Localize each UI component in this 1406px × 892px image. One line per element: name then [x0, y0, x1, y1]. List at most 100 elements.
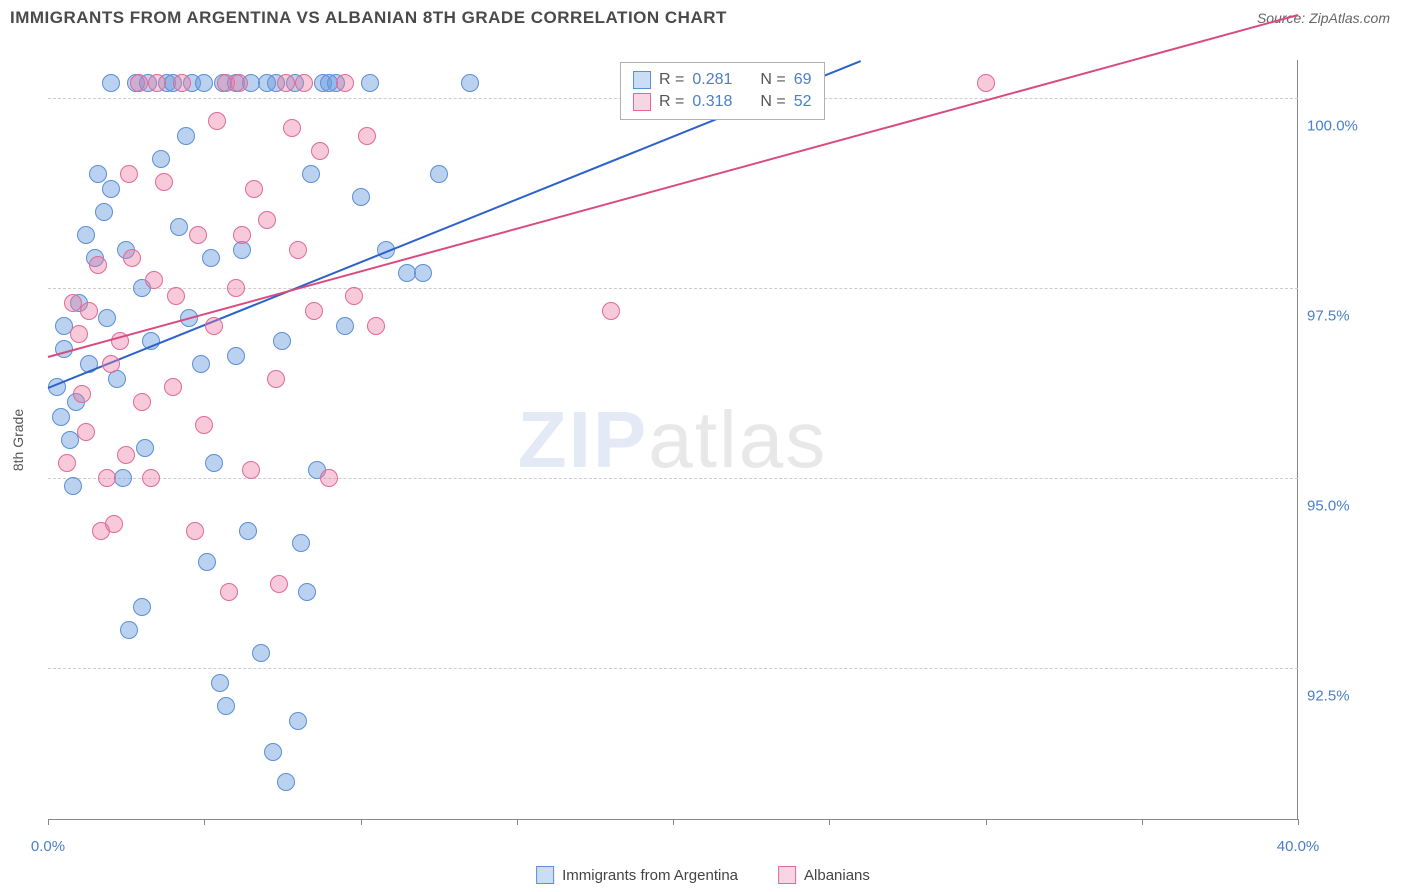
scatter-point-albanians [164, 378, 182, 396]
x-tick [361, 819, 362, 825]
scatter-point-albanians [242, 461, 260, 479]
scatter-point-argentina [298, 583, 316, 601]
watermark-zip: ZIP [518, 395, 648, 484]
scatter-point-albanians [105, 515, 123, 533]
stats-row-argentina: R = 0.281 N = 69 [633, 69, 812, 91]
scatter-point-albanians [977, 74, 995, 92]
scatter-point-albanians [208, 112, 226, 130]
scatter-point-albanians [80, 302, 98, 320]
y-tick-label: 92.5% [1307, 688, 1387, 705]
scatter-point-albanians [58, 454, 76, 472]
scatter-point-albanians [123, 249, 141, 267]
scatter-point-argentina [461, 74, 479, 92]
scatter-point-albanians [77, 423, 95, 441]
scatter-point-argentina [302, 165, 320, 183]
scatter-point-argentina [217, 697, 235, 715]
x-tick-label: 0.0% [31, 838, 65, 855]
scatter-point-albanians [295, 74, 313, 92]
stats-r-value: 0.281 [692, 71, 732, 89]
scatter-point-albanians [102, 355, 120, 373]
scatter-point-albanians [133, 393, 151, 411]
scatter-point-argentina [195, 74, 213, 92]
scatter-point-albanians [270, 575, 288, 593]
x-tick [204, 819, 205, 825]
stats-box: R = 0.281 N = 69 R = 0.318 N = 52 [620, 62, 825, 120]
source-name: ZipAtlas.com [1309, 10, 1390, 26]
scatter-point-albanians [233, 226, 251, 244]
scatter-point-albanians [311, 142, 329, 160]
scatter-point-argentina [170, 218, 188, 236]
scatter-point-albanians [167, 287, 185, 305]
scatter-point-albanians [230, 74, 248, 92]
scatter-point-albanians [98, 469, 116, 487]
scatter-point-albanians [145, 271, 163, 289]
scatter-point-albanians [173, 74, 191, 92]
stats-n-value: 69 [794, 71, 812, 89]
stats-n-value: 52 [794, 93, 812, 111]
scatter-point-argentina [114, 469, 132, 487]
scatter-point-albanians [258, 211, 276, 229]
scatter-point-argentina [430, 165, 448, 183]
scatter-point-albanians [283, 119, 301, 137]
scatter-point-albanians [227, 279, 245, 297]
stats-r-label: R = [659, 93, 684, 111]
scatter-point-argentina [98, 309, 116, 327]
stats-n-label: N = [760, 71, 785, 89]
legend-item-albanians: Albanians [778, 866, 870, 884]
stats-swatch-argentina [633, 71, 651, 89]
scatter-point-argentina [89, 165, 107, 183]
scatter-point-argentina [414, 264, 432, 282]
scatter-point-albanians [205, 317, 223, 335]
chart-header: IMMIGRANTS FROM ARGENTINA VS ALBANIAN 8T… [0, 0, 1406, 32]
x-tick [48, 819, 49, 825]
source-attribution: Source: ZipAtlas.com [1257, 10, 1390, 26]
scatter-point-albanians [155, 173, 173, 191]
scatter-point-albanians [70, 325, 88, 343]
legend-label-albanians: Albanians [804, 867, 870, 884]
scatter-point-albanians [189, 226, 207, 244]
y-tick-label: 95.0% [1307, 498, 1387, 515]
scatter-point-argentina [264, 743, 282, 761]
x-tick [673, 819, 674, 825]
scatter-point-albanians [289, 241, 307, 259]
scatter-point-argentina [361, 74, 379, 92]
scatter-point-argentina [352, 188, 370, 206]
scatter-point-argentina [202, 249, 220, 267]
stats-r-label: R = [659, 71, 684, 89]
plot-area: ZIPatlas 92.5%95.0%97.5%100.0%R =0.281N … [48, 60, 1298, 820]
scatter-point-albanians [148, 74, 166, 92]
scatter-point-argentina [136, 439, 154, 457]
stats-r-value: 0.318 [692, 93, 732, 111]
legend-bottom: Immigrants from Argentina Albanians [536, 866, 870, 884]
x-tick [986, 819, 987, 825]
scatter-point-albanians [117, 446, 135, 464]
legend-label-argentina: Immigrants from Argentina [562, 867, 738, 884]
scatter-point-argentina [227, 347, 245, 365]
scatter-point-argentina [95, 203, 113, 221]
x-tick [1298, 819, 1299, 825]
x-tick-label: 40.0% [1277, 838, 1320, 855]
scatter-point-albanians [358, 127, 376, 145]
scatter-point-argentina [205, 454, 223, 472]
scatter-point-albanians [89, 256, 107, 274]
scatter-point-argentina [252, 644, 270, 662]
stats-n-label: N = [760, 93, 785, 111]
legend-swatch-albanians [778, 866, 796, 884]
scatter-point-argentina [273, 332, 291, 350]
y-tick-label: 97.5% [1307, 308, 1387, 325]
y-tick-label: 100.0% [1307, 118, 1387, 135]
x-tick [517, 819, 518, 825]
chart-title: IMMIGRANTS FROM ARGENTINA VS ALBANIAN 8T… [10, 8, 727, 28]
stats-swatch-albanians [633, 93, 651, 111]
scatter-point-albanians [267, 370, 285, 388]
scatter-point-argentina [198, 553, 216, 571]
watermark: ZIPatlas [518, 394, 827, 486]
scatter-point-albanians [320, 469, 338, 487]
scatter-point-argentina [177, 127, 195, 145]
scatter-point-albanians [120, 165, 138, 183]
scatter-point-argentina [64, 477, 82, 495]
stats-row-albanians: R = 0.318 N = 52 [633, 91, 812, 113]
gridline-h [48, 478, 1298, 479]
scatter-point-albanians [73, 385, 91, 403]
scatter-point-argentina [239, 522, 257, 540]
